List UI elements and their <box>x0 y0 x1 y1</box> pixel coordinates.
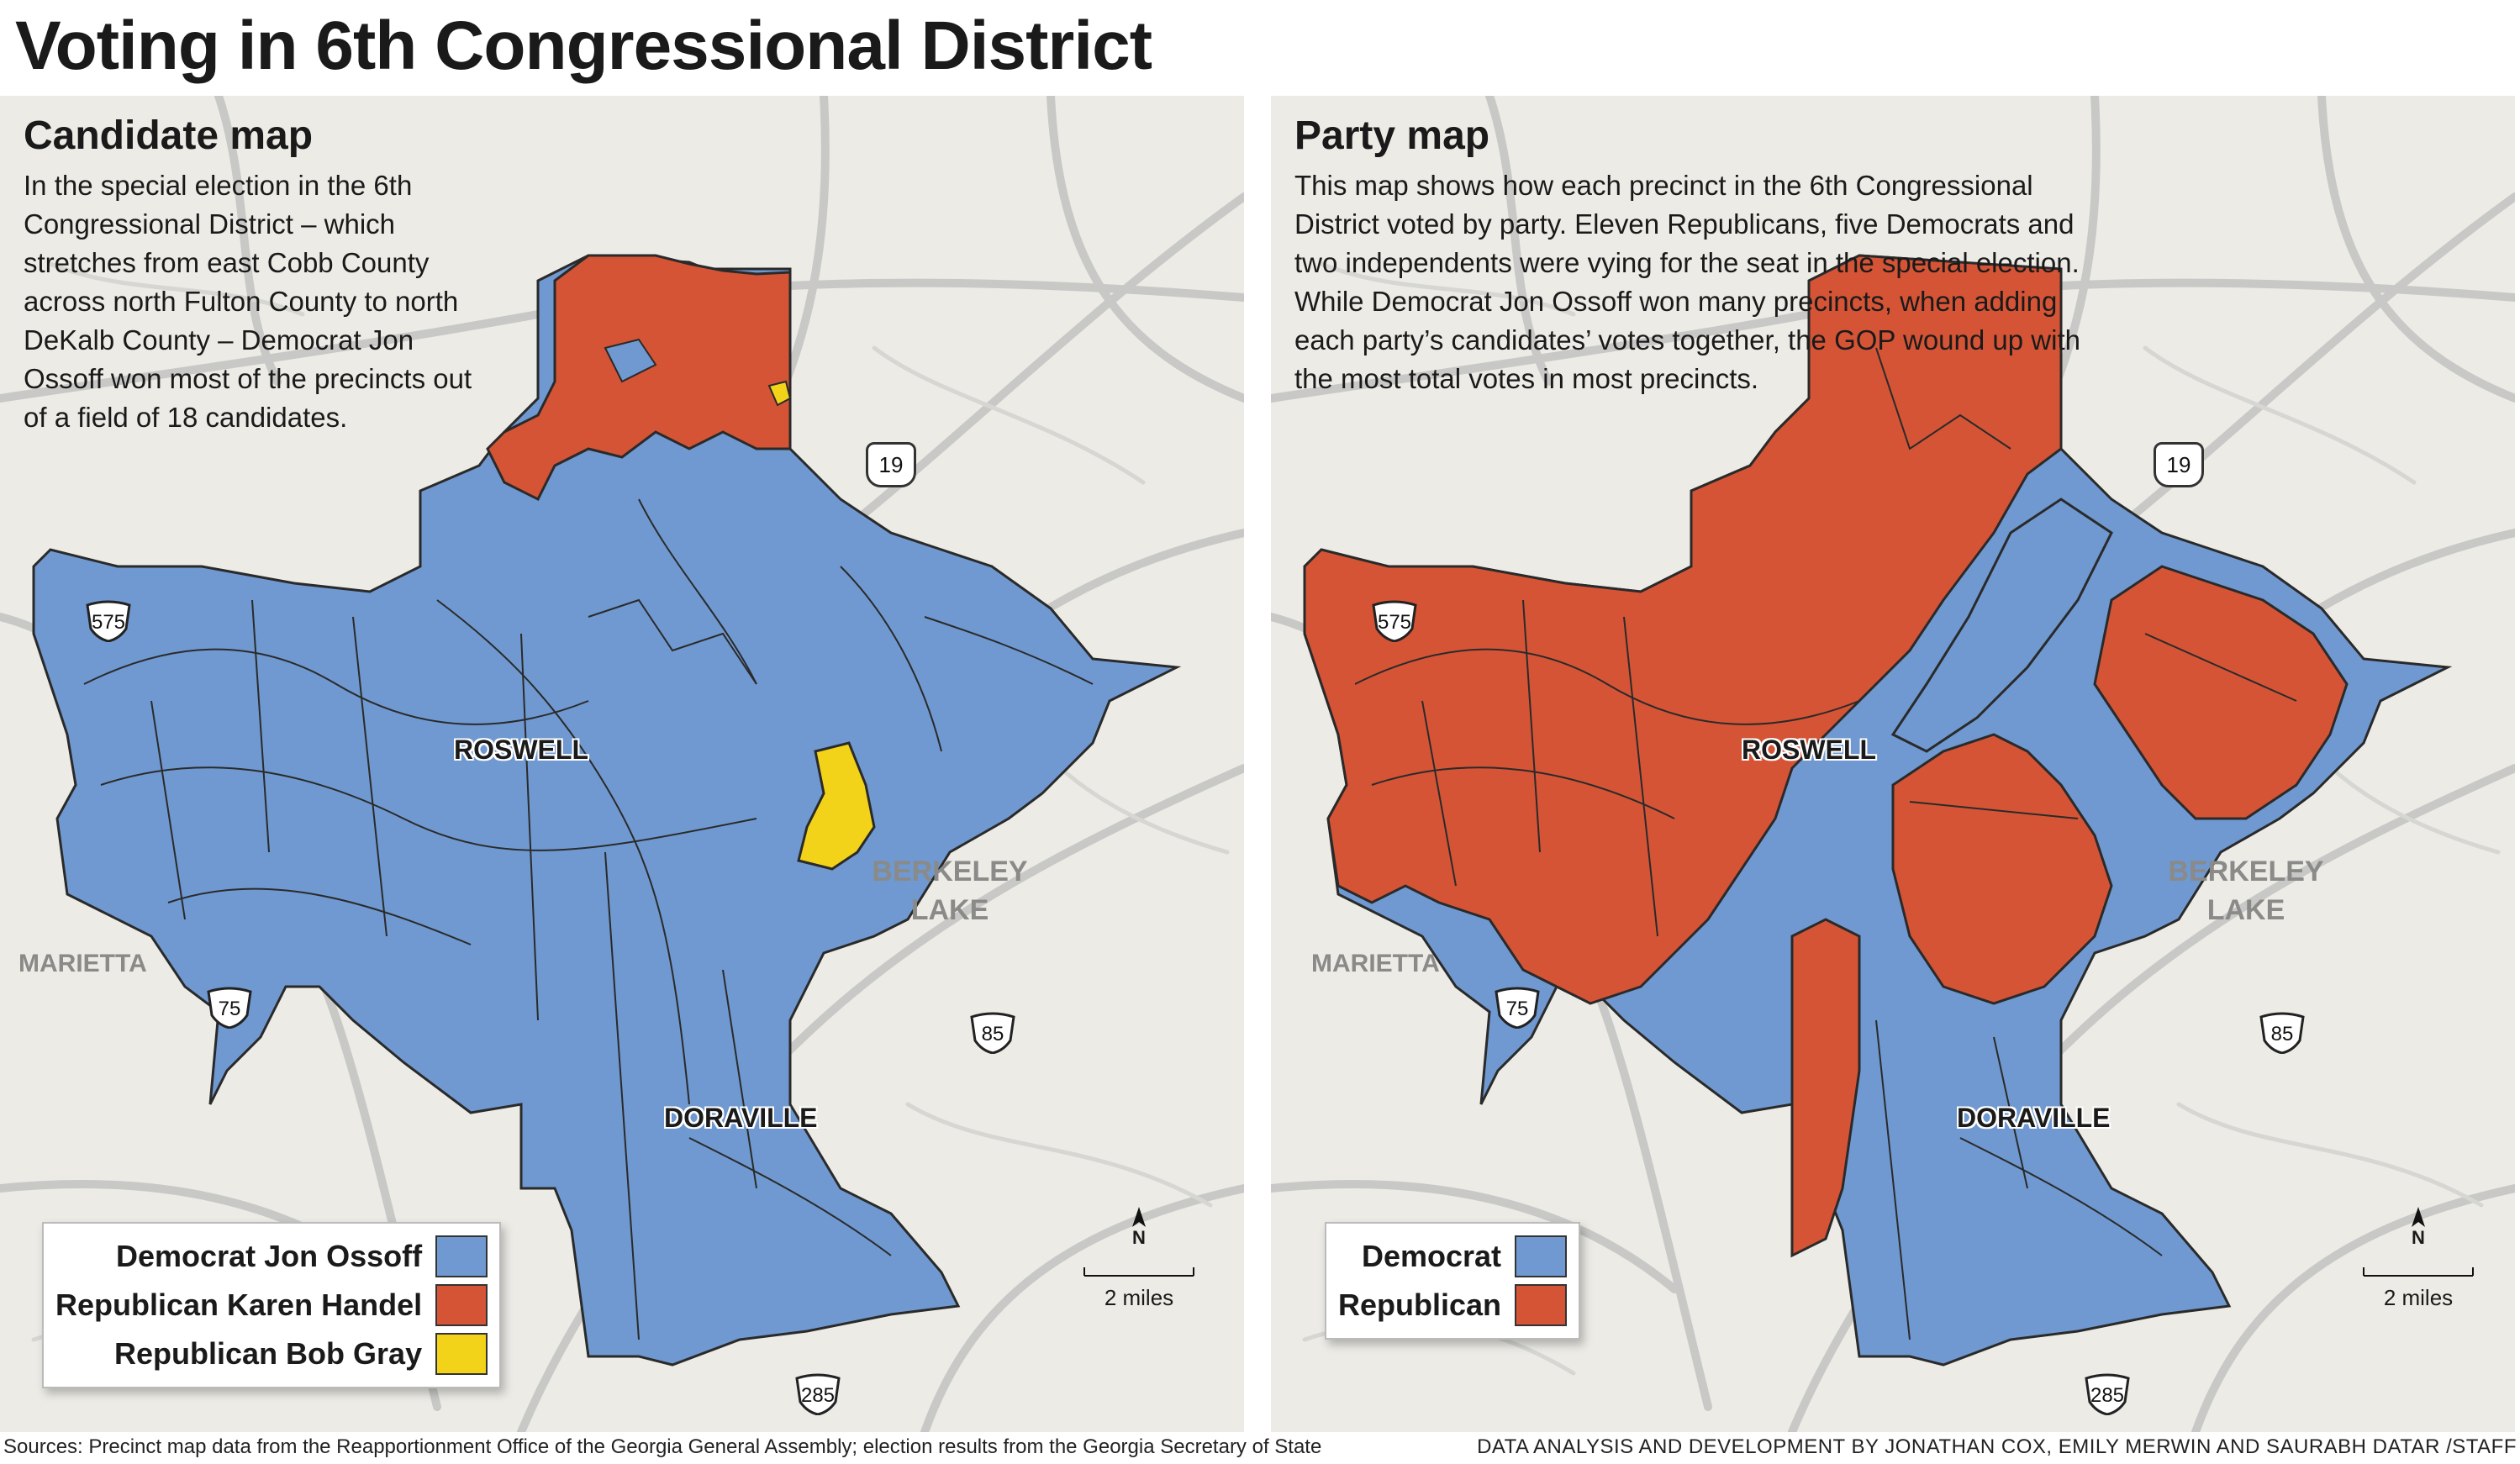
legend-item-ossoff: Democrat Jon Ossoff <box>55 1232 488 1281</box>
north-arrow-icon <box>1083 1207 1194 1277</box>
legend-item-democrat: Democrat <box>1338 1232 1568 1281</box>
gray-precinct <box>797 741 876 871</box>
footer-sources: Sources: Precinct map data from the Reap… <box>3 1435 1322 1458</box>
precinct-lines <box>83 498 1094 1340</box>
handel-precincts <box>486 254 792 502</box>
us-19-shield: 19 <box>866 442 916 487</box>
legend-swatch <box>1515 1235 1568 1277</box>
party-map <box>1271 96 2515 1432</box>
scale-bar: N 2 miles <box>1076 1205 1202 1311</box>
legend-item-republican: Republican <box>1338 1281 1568 1330</box>
interstate-285-shield: 285 <box>795 1373 841 1416</box>
headline: Voting in 6th Congressional District <box>15 8 1152 84</box>
label-marietta: MARIETTA <box>1311 950 1440 977</box>
panel-description: In the special election in the 6th Congr… <box>24 170 472 433</box>
republican-east-region <box>2093 565 2349 820</box>
legend-swatch <box>435 1235 488 1277</box>
legend-swatch <box>435 1284 488 1326</box>
us-19-shield: 19 <box>2154 442 2204 487</box>
interstate-75-shield: 75 <box>1495 987 1540 1030</box>
precinct-lines <box>1354 347 2297 1340</box>
party-map-panel: Party map This map shows how each precin… <box>1271 96 2515 1432</box>
legend: Democrat Republican <box>1325 1222 1581 1340</box>
north-arrow-icon <box>2363 1207 2474 1277</box>
label-doraville: DORAVILLE <box>664 1103 818 1133</box>
panel-title: Party map <box>1294 113 1490 158</box>
interstate-285-shield: 285 <box>2085 1373 2130 1416</box>
handel-small-lake <box>604 338 657 383</box>
legend-item-handel: Republican Karen Handel <box>55 1281 488 1330</box>
interstate-575-shield: 575 <box>86 600 131 643</box>
republican-west-region <box>1303 254 2063 1005</box>
interstate-85-shield: 85 <box>970 1012 1015 1055</box>
legend-swatch <box>1515 1284 1568 1326</box>
candidate-map-panel: Candidate map In the special election in… <box>0 96 1244 1432</box>
panel-description: This map shows how each precinct in the … <box>1294 170 2080 394</box>
scale-bar: N 2 miles <box>2355 1205 2481 1311</box>
label-berkeley-lake: BERKELEY LAKE <box>872 856 1028 926</box>
district-boundary <box>32 254 1182 1367</box>
gray-precinct-small <box>767 380 792 407</box>
interstate-575-shield: 575 <box>1372 600 1417 643</box>
legend-swatch <box>435 1333 488 1375</box>
candidate-map <box>0 96 1244 1432</box>
interstate-85-shield: 85 <box>2259 1012 2305 1055</box>
legend: Democrat Jon Ossoff Republican Karen Han… <box>42 1222 502 1388</box>
legend-item-gray: Republican Bob Gray <box>55 1330 488 1378</box>
interstate-75-shield: 75 <box>207 987 252 1030</box>
republican-central-region <box>1891 733 2113 1005</box>
democrat-corridor <box>1890 498 2113 753</box>
label-berkeley-lake: BERKELEY LAKE <box>2168 856 2324 926</box>
label-doraville: DORAVILLE <box>1957 1103 2111 1133</box>
label-roswell: ROSWELL <box>454 735 588 765</box>
panel-title: Candidate map <box>24 113 314 158</box>
label-marietta: MARIETTA <box>18 950 147 977</box>
label-roswell: ROSWELL <box>1742 735 1876 765</box>
footer-credit: DATA ANALYSIS AND DEVELOPMENT BY JONATHA… <box>1477 1435 2517 1458</box>
republican-south-strip <box>1790 918 1861 1258</box>
